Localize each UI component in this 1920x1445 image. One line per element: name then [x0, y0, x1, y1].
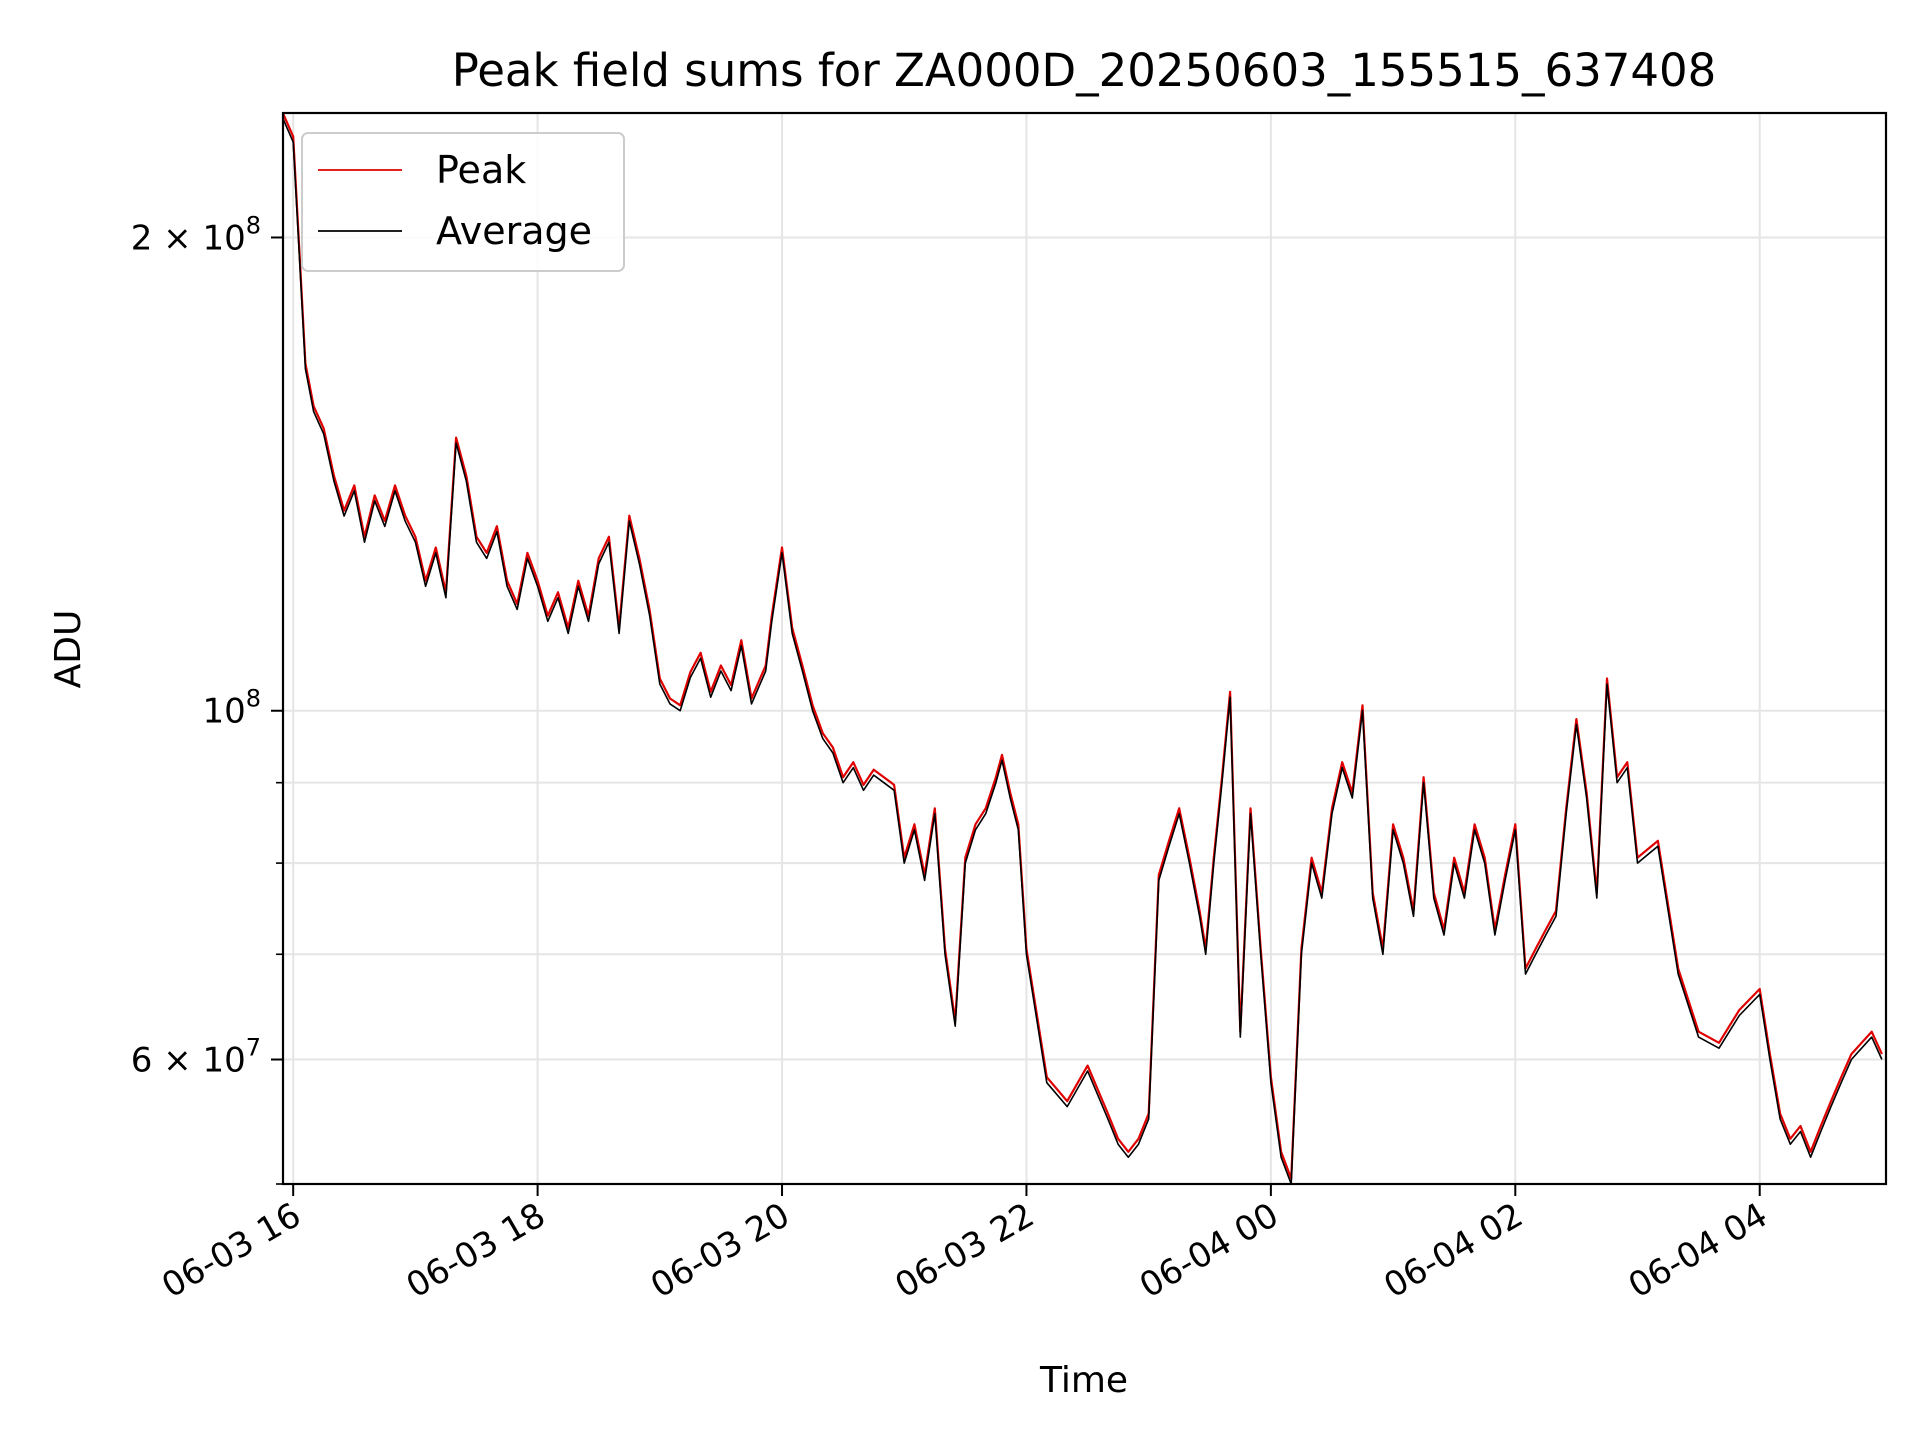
series-layer: [281, 112, 1883, 1185]
y-tick-label: 108: [202, 685, 261, 732]
chart-title: Peak field sums for ZA000D_20250603_1555…: [452, 44, 1717, 97]
legend: Peak Average: [301, 132, 625, 272]
x-axis-label: Time: [1039, 1360, 1128, 1401]
legend-peak-label: Peak: [436, 148, 526, 192]
y-axis-label: ADU: [48, 610, 89, 689]
y-tick-label: 2 × 108: [131, 211, 261, 258]
y-tick-label: 6 × 107: [131, 1034, 261, 1081]
plot-frame: [281, 111, 1888, 1186]
series-line-average: [282, 118, 1883, 1185]
legend-average-label: Average: [436, 209, 592, 253]
y-axis: 6 × 107 108 2 × 108: [131, 211, 283, 1185]
legend-box: [301, 132, 625, 272]
